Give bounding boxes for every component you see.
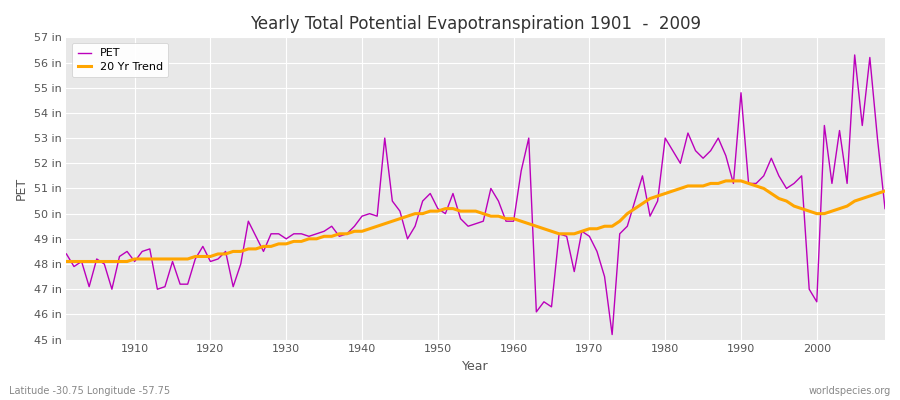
20 Yr Trend [879, 188, 890, 193]
Y-axis label: PET: PET [15, 177, 28, 200]
20 Yr Trend [599, 224, 610, 229]
PET [607, 332, 617, 337]
Text: Latitude -30.75 Longitude -57.75: Latitude -30.75 Longitude -57.75 [9, 386, 170, 396]
PET [500, 219, 511, 224]
Text: worldspecies.org: worldspecies.org [809, 386, 891, 396]
20 Yr Trend [720, 178, 731, 183]
PET [879, 206, 890, 211]
20 Yr Trend [122, 259, 132, 264]
20 Yr Trend [500, 216, 511, 221]
20 Yr Trend [508, 216, 519, 221]
PET [122, 249, 132, 254]
X-axis label: Year: Year [463, 360, 489, 373]
Legend: PET, 20 Yr Trend: PET, 20 Yr Trend [72, 43, 168, 77]
Title: Yearly Total Potential Evapotranspiration 1901  -  2009: Yearly Total Potential Evapotranspiratio… [250, 15, 701, 33]
PET [508, 219, 519, 224]
PET [61, 252, 72, 256]
PET [599, 274, 610, 279]
PET [334, 234, 345, 239]
Line: PET: PET [67, 55, 885, 334]
20 Yr Trend [288, 239, 299, 244]
PET [288, 231, 299, 236]
20 Yr Trend [61, 259, 72, 264]
20 Yr Trend [334, 231, 345, 236]
Line: 20 Yr Trend: 20 Yr Trend [67, 181, 885, 262]
PET [850, 52, 860, 57]
